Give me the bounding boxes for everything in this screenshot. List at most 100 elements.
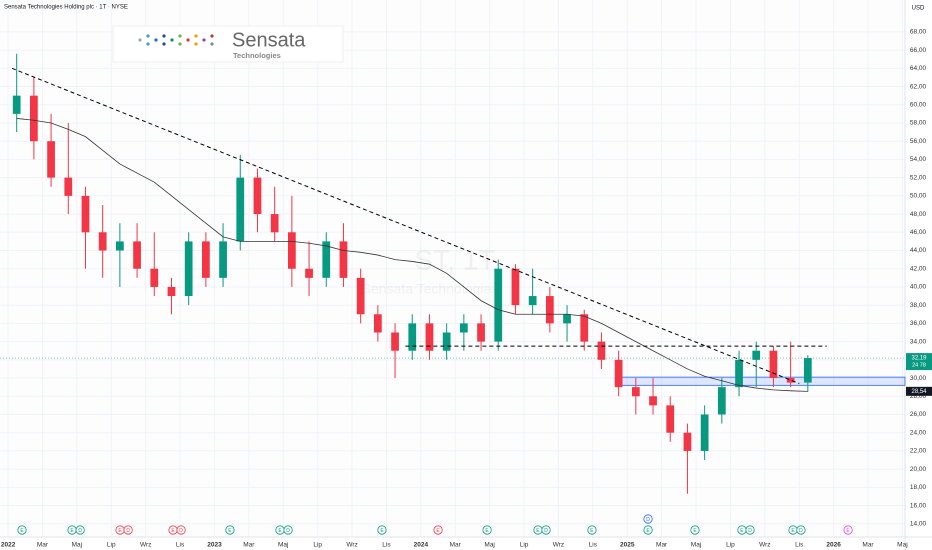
candle-body	[305, 268, 313, 278]
candle-body	[253, 177, 262, 215]
y-tick-label: 44,00	[910, 247, 927, 254]
candle-body	[98, 232, 107, 251]
y-tick-label: 56,00	[910, 138, 927, 145]
event-label: E	[118, 528, 122, 534]
x-tick-label: Maj	[691, 542, 701, 549]
x-tick-label: Wrz	[140, 542, 151, 549]
x-tick-label: 2024	[414, 542, 429, 549]
candle-body	[545, 296, 554, 324]
watermark-name: Sensata Technologies	[362, 281, 499, 297]
x-tick-label: Mar	[37, 542, 49, 549]
event-marker[interactable]	[482, 525, 492, 535]
candle-body	[81, 195, 90, 233]
candle-body	[803, 358, 812, 383]
event-label: E	[485, 528, 489, 534]
candle-body	[425, 323, 434, 351]
x-tick-label: Lis	[176, 542, 185, 549]
y-tick-label: 18,00	[910, 484, 927, 491]
candle-body	[236, 177, 245, 242]
event-label: D	[286, 528, 290, 534]
y-tick-label: 28,00	[910, 393, 927, 400]
event-marker[interactable]	[176, 525, 186, 535]
event-marker[interactable]	[643, 525, 653, 535]
x-tick-label: Lip	[313, 542, 322, 549]
y-tick-label: 42,00	[910, 265, 927, 272]
event-marker[interactable]	[541, 525, 551, 535]
candle-body	[752, 350, 761, 360]
candle-body	[356, 277, 365, 315]
candle-body	[563, 314, 571, 324]
x-tick-label: 2023	[207, 542, 222, 549]
candle-body	[597, 341, 606, 360]
x-tick-label: Mar	[450, 542, 462, 549]
x-tick-label: Maj	[897, 542, 907, 549]
event-marker[interactable]	[225, 525, 235, 535]
candle-body	[717, 387, 726, 415]
y-tick-label: 20,00	[910, 466, 927, 473]
event-marker[interactable]	[843, 525, 853, 535]
candle-body	[287, 232, 296, 269]
x-tick-label: Lip	[107, 542, 116, 549]
candle-body	[184, 241, 193, 297]
x-tick-label: Wrz	[346, 542, 357, 549]
event-marker[interactable]	[796, 525, 806, 535]
x-tick-label: Lis	[795, 542, 804, 549]
x-tick-label: Mar	[656, 542, 668, 549]
y-tick-label: 24,00	[910, 429, 927, 436]
y-tick-label: 50,00	[910, 193, 927, 200]
logo-dots	[138, 34, 214, 46]
candle-body	[459, 323, 468, 333]
candle-body	[614, 359, 623, 388]
event-marker[interactable]	[643, 514, 653, 524]
event-label: D	[179, 528, 183, 534]
event-marker[interactable]	[690, 525, 700, 535]
logo-subtitle: Technologies	[233, 51, 281, 60]
candle-body	[391, 332, 399, 351]
x-tick-label: 2025	[620, 542, 635, 549]
y-tick-label: 14,00	[910, 521, 927, 528]
candle-body	[511, 268, 520, 306]
last-price-box	[906, 353, 932, 371]
candle-body	[408, 323, 417, 351]
y-tick-label: 60,00	[910, 101, 927, 108]
y-tick-label: 36,00	[910, 320, 927, 327]
y-tick-label: 64,00	[910, 65, 927, 72]
x-tick-label: Mar	[243, 542, 255, 549]
candle-body	[649, 396, 657, 406]
x-tick-label: Lip	[726, 542, 735, 549]
event-label: E	[740, 528, 744, 534]
moving-average	[16, 118, 808, 392]
event-label: E	[171, 528, 175, 534]
candle-body	[580, 314, 589, 342]
logo: Sensata Technologies	[112, 25, 344, 63]
candle-body	[786, 378, 795, 383]
watermark-symbol: ST, 1T	[415, 244, 496, 275]
event-label: E	[380, 528, 384, 534]
candle-body	[373, 314, 382, 333]
event-label: E	[278, 528, 282, 534]
candle-body	[133, 241, 141, 269]
candle-body	[442, 332, 451, 351]
event-label: D	[544, 528, 548, 534]
y-tick-label: 54,00	[910, 156, 927, 163]
x-tick-label: Mar	[862, 542, 874, 549]
candle-body	[769, 350, 778, 379]
y-tick-label: 40,00	[910, 284, 927, 291]
event-marker[interactable]	[75, 525, 85, 535]
event-marker[interactable]	[123, 525, 133, 535]
event-marker[interactable]	[17, 525, 27, 535]
y-tick-label: 26,00	[910, 411, 927, 418]
y-tick-label: 38,00	[910, 302, 927, 309]
event-marker[interactable]	[587, 525, 597, 535]
event-marker[interactable]	[283, 525, 293, 535]
event-marker[interactable]	[745, 525, 755, 535]
candle-body	[477, 323, 485, 342]
event-marker[interactable]	[377, 525, 387, 535]
x-tick-label: Maj	[278, 542, 288, 549]
candle-body	[322, 241, 331, 278]
y-tick-label: 48,00	[910, 211, 927, 218]
event-marker[interactable]	[433, 525, 443, 535]
x-tick-label: Lip	[520, 542, 529, 549]
support-zone	[614, 376, 906, 386]
event-label: E	[590, 528, 594, 534]
